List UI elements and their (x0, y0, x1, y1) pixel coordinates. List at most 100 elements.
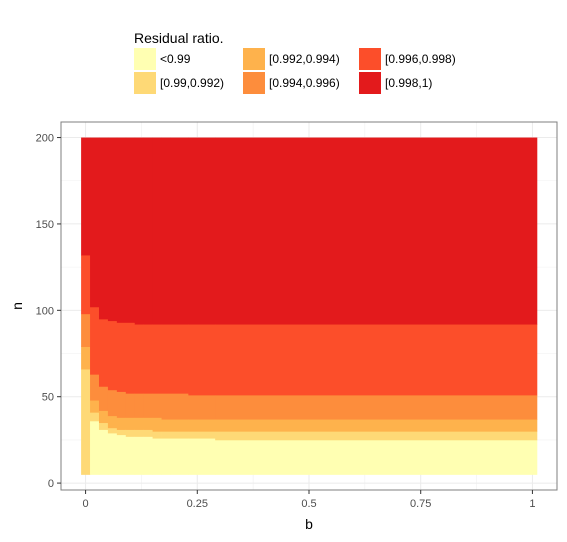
heatmap-cell (81, 255, 91, 315)
heatmap-cell (90, 420, 100, 475)
heatmap-cell (134, 429, 145, 437)
heatmap-cell (188, 324, 216, 396)
heatmap-cell (143, 417, 154, 430)
heatmap-cell (215, 137, 538, 325)
heatmap-cell (90, 306, 100, 375)
plot-panel (60, 121, 558, 491)
heatmap-cell (116, 322, 127, 392)
y-tick-label: 200 (36, 133, 54, 145)
legend-item: [0.998,1) (359, 72, 432, 94)
heatmap-cell (170, 438, 189, 475)
heatmap-cell (134, 436, 145, 475)
heatmap-cell (170, 393, 189, 420)
heatmap-cell (81, 346, 91, 370)
heatmap-cell (152, 324, 162, 394)
heatmap-cell (188, 419, 216, 432)
heatmap-cell (215, 419, 538, 432)
heatmap-cell (125, 436, 136, 475)
heatmap-cell (152, 438, 162, 475)
heatmap-cell (125, 322, 136, 394)
heatmap-cell (152, 137, 162, 325)
heatmap-cell (188, 137, 216, 325)
heatmap-cell (170, 137, 189, 325)
y-tick-label: 0 (48, 478, 54, 490)
heatmap-cell (125, 417, 136, 430)
heatmap-cell (116, 417, 127, 430)
heatmap-cell (98, 410, 109, 424)
legend-item: <0.99 (134, 48, 191, 70)
heatmap-cell (98, 318, 109, 387)
heatmap-cell (170, 419, 189, 432)
heatmap-cell (98, 386, 109, 411)
heatmap-cell (125, 137, 136, 323)
y-tick-label: 150 (36, 219, 54, 231)
heatmap-tiles (81, 137, 538, 475)
heatmap-cell (116, 391, 127, 418)
heatmap-cell (90, 412, 100, 422)
legend-label: [0.998,1) (385, 76, 432, 90)
heatmap-cell (134, 417, 145, 430)
x-axis-title: b (305, 516, 313, 532)
heatmap-cell (107, 427, 118, 434)
heatmap-cell (188, 438, 216, 475)
legend-item: [0.996,0.998) (359, 48, 456, 70)
heatmap-cell (98, 137, 109, 320)
heatmap-cell (143, 137, 154, 325)
heatmap-cell (107, 432, 118, 475)
heatmap-cell (81, 369, 91, 475)
legend-item: [0.992,0.994) (243, 48, 340, 70)
legend-swatch (359, 48, 381, 70)
heatmap-cell (143, 324, 154, 394)
y-axis: 0 50 100 150 200 (36, 133, 61, 490)
y-tick-label: 50 (42, 392, 54, 404)
heatmap-cell (161, 419, 171, 432)
heatmap-cell (215, 431, 538, 441)
legend-label: [0.992,0.994) (269, 52, 340, 66)
heatmap-cell (81, 137, 91, 256)
heatmap-cell (116, 434, 127, 475)
heatmap-cell (90, 374, 100, 401)
heatmap-cell (90, 400, 100, 413)
heatmap-cell (107, 320, 118, 391)
legend-label: [0.994,0.996) (269, 76, 340, 90)
heatmap-cell (98, 422, 109, 430)
heatmap-cell (215, 439, 538, 475)
y-axis-title: n (9, 302, 25, 310)
x-tick-label: 0.5 (301, 498, 316, 510)
y-tick-label: 100 (36, 305, 54, 317)
heatmap-cell (116, 429, 127, 436)
heatmap-cell (170, 431, 189, 439)
legend-swatch (134, 48, 156, 70)
heatmap-cell (152, 431, 162, 439)
heatmap-cell (161, 393, 171, 420)
heatmap-cell (152, 417, 162, 432)
heatmap-cell (143, 393, 154, 418)
heatmap-cell (215, 324, 538, 396)
legend-swatch (359, 72, 381, 94)
legend-label: [0.99,0.992) (160, 76, 224, 90)
legend-swatch (134, 72, 156, 94)
heatmap-cell (134, 137, 145, 325)
heatmap-cell (161, 438, 171, 475)
legend-item: [0.99,0.992) (134, 72, 224, 94)
heatmap-cell (81, 313, 91, 348)
legend-swatch (243, 72, 265, 94)
legend-label: [0.996,0.998) (385, 52, 456, 66)
heatmap-cell (134, 324, 145, 394)
heatmap-cell (107, 137, 118, 322)
heatmap-cell (143, 429, 154, 437)
legend-swatch (243, 48, 265, 70)
x-tick-label: 0.75 (410, 498, 431, 510)
heatmap-cell (161, 431, 171, 439)
heatmap-cell (98, 429, 109, 475)
x-tick-label: 0 (83, 498, 89, 510)
heatmap-cell (215, 394, 538, 420)
heatmap-cell (188, 431, 216, 439)
heatmap-cell (107, 415, 118, 429)
heatmap-cell (116, 137, 127, 323)
heatmap-cell (143, 436, 154, 475)
x-tick-label: 1 (529, 498, 535, 510)
heatmap-cell (152, 393, 162, 418)
legend-label: <0.99 (160, 52, 191, 66)
legend-title: Residual ratio. (134, 30, 224, 46)
